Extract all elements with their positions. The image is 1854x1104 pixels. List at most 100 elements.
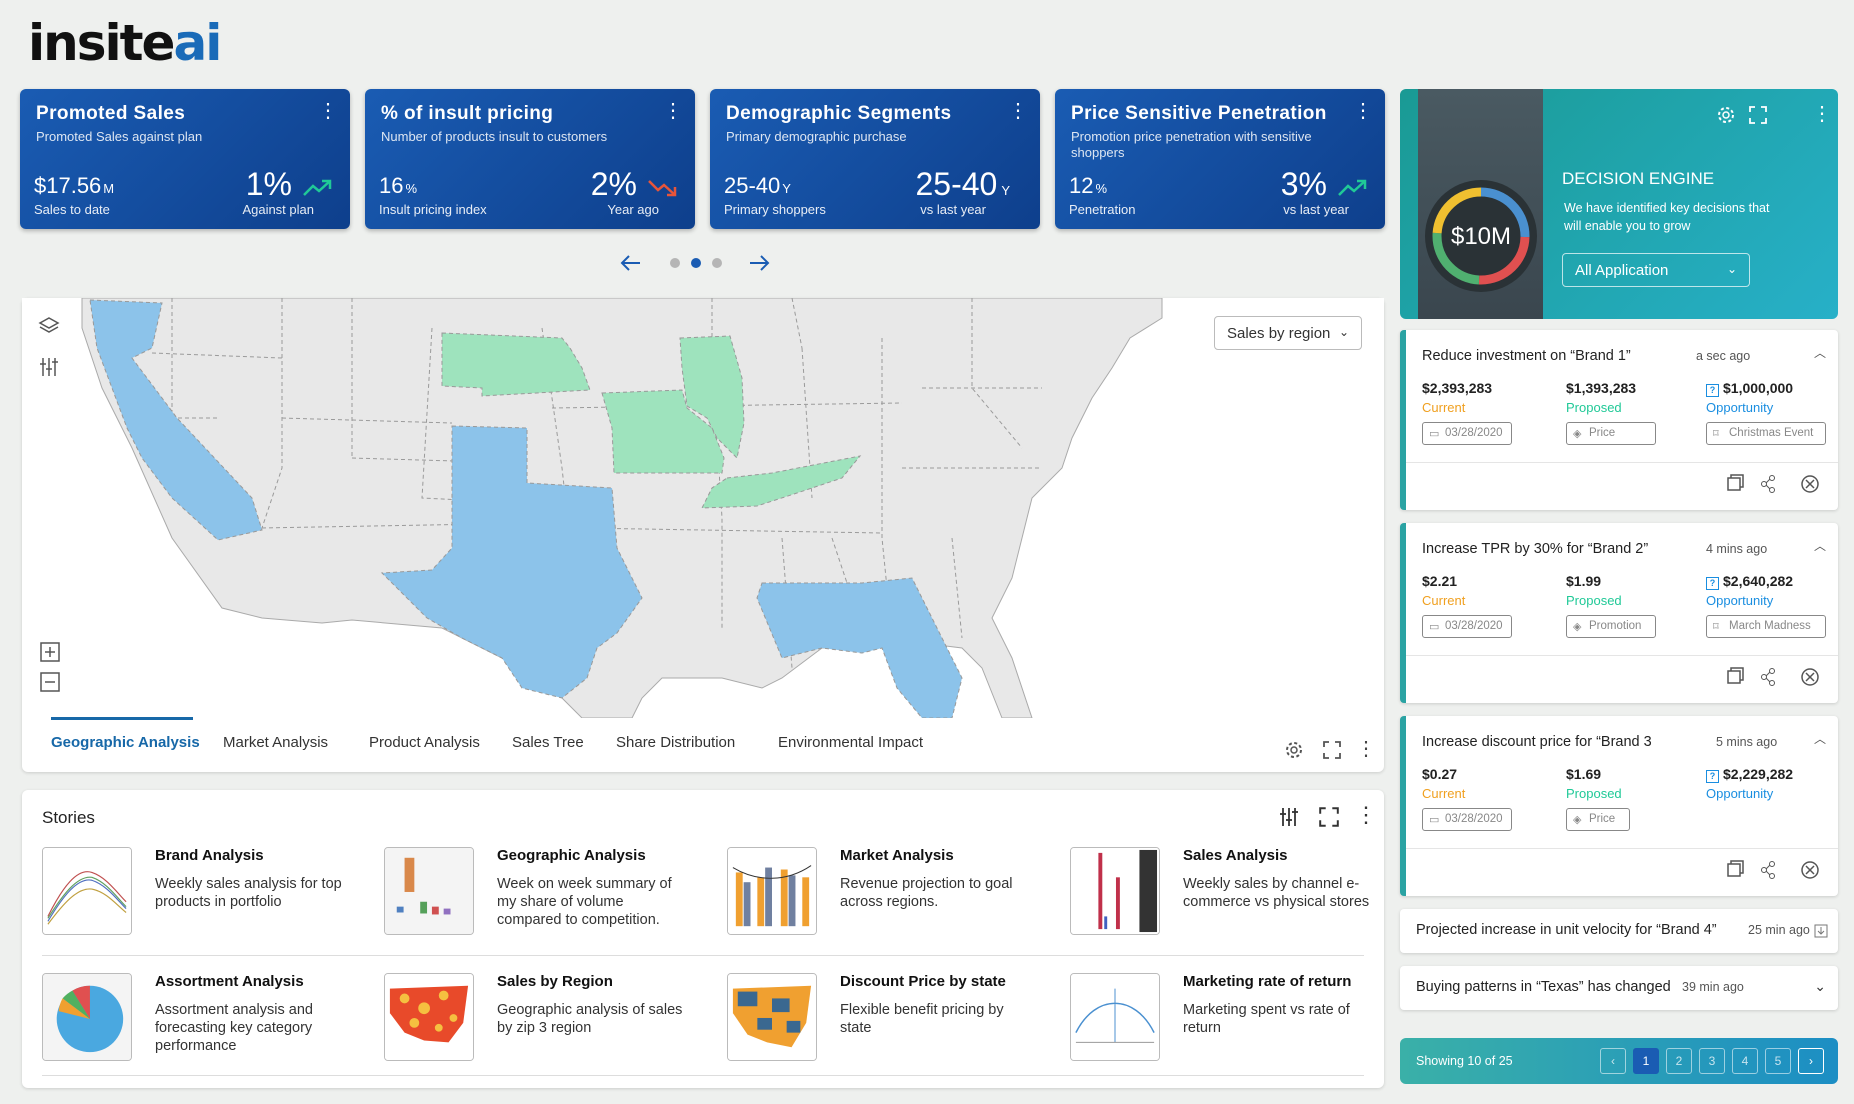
insiteai-logo[interactable]: insiteai <box>28 14 222 72</box>
arrow-right-icon[interactable] <box>750 255 770 271</box>
more-vert-icon[interactable]: ⋮ <box>1353 100 1373 122</box>
story-market-analysis[interactable]: Market Analysis Revenue projection to go… <box>727 847 1057 947</box>
more-vert-icon[interactable]: ⋮ <box>1008 100 1028 122</box>
page-1-button[interactable]: 1 <box>1633 1048 1659 1074</box>
story-discount-price-by-state[interactable]: Discount Price by state Flexible benefit… <box>727 973 1057 1073</box>
tag-chip[interactable]: ◈ Price <box>1566 422 1656 445</box>
prev-page-button[interactable]: ‹ <box>1600 1048 1626 1074</box>
filter-sliders-icon[interactable] <box>1278 806 1300 828</box>
pager-dot-active[interactable] <box>691 258 701 268</box>
state-illinois[interactable] <box>679 335 745 460</box>
more-vert-icon[interactable]: ⋮ <box>1356 738 1376 760</box>
card-divider <box>1406 848 1838 849</box>
decision-card[interactable]: Increase discount price for “Brand 3 5 m… <box>1400 716 1838 896</box>
tab-product-analysis[interactable]: Product Analysis <box>369 734 480 751</box>
tag-chip[interactable]: ◈ Promotion <box>1566 615 1656 638</box>
tab-geographic-analysis[interactable]: Geographic Analysis <box>51 734 200 751</box>
close-circle-icon[interactable] <box>1801 668 1819 686</box>
copy-icon[interactable] <box>1727 667 1744 684</box>
tag-chip[interactable]: ◈ Price <box>1566 808 1630 831</box>
fullscreen-icon[interactable] <box>1748 105 1768 125</box>
state-florida[interactable] <box>756 577 963 718</box>
story-geographic-analysis[interactable]: Geographic Analysis Week on week summary… <box>384 847 714 947</box>
stories-title: Stories <box>42 808 95 827</box>
date-chip[interactable]: ▭ 03/28/2020 <box>1422 615 1512 638</box>
close-circle-icon[interactable] <box>1801 475 1819 493</box>
application-select[interactable]: All Application ⌄ <box>1562 253 1750 287</box>
kpi-card-insult-pricing[interactable]: % of insult pricing Number of products i… <box>365 89 695 229</box>
event-chip[interactable]: ⌑ March Madness <box>1706 615 1826 638</box>
kpi-title: Promoted Sales <box>36 103 186 124</box>
next-page-button[interactable]: › <box>1798 1048 1824 1074</box>
copy-icon[interactable] <box>1727 860 1744 877</box>
share-icon[interactable] <box>1761 861 1775 879</box>
zoom-out-icon[interactable] <box>40 672 60 692</box>
gear-icon[interactable] <box>1284 740 1304 760</box>
tab-environmental-impact[interactable]: Environmental Impact <box>778 734 924 751</box>
story-desc: Week on week summary of my share of volu… <box>497 876 672 928</box>
story-marketing-rate-of-return[interactable]: Marketing rate of return Marketing spent… <box>1070 973 1400 1073</box>
notification-time: 25 min ago <box>1748 923 1810 937</box>
us-map[interactable] <box>22 298 1384 718</box>
tab-sales-tree[interactable]: Sales Tree <box>512 734 584 751</box>
state-tennessee[interactable] <box>701 455 862 509</box>
chevron-up-icon[interactable]: ︿ <box>1813 539 1826 553</box>
story-sales-analysis[interactable]: Sales Analysis Weekly sales by channel e… <box>1070 847 1400 947</box>
page-3-button[interactable]: 3 <box>1699 1048 1725 1074</box>
kpi-card-promoted-sales[interactable]: Promoted Sales Promoted Sales against pl… <box>20 89 350 229</box>
date-chip[interactable]: ▭ 03/28/2020 <box>1422 808 1512 831</box>
story-assortment-analysis[interactable]: Assortment Analysis Assortment analysis … <box>42 973 372 1073</box>
kpi-right-value: 3% <box>1280 166 1327 202</box>
tab-market-analysis[interactable]: Market Analysis <box>223 734 329 751</box>
state-missouri[interactable] <box>601 389 725 474</box>
kpi-right-value: 1% <box>245 166 292 202</box>
kpi-title: % of insult pricing <box>381 103 554 124</box>
chevron-up-icon[interactable]: ︿ <box>1813 732 1826 746</box>
notification-item[interactable]: Buying patterns in “Texas” has changed 3… <box>1400 966 1838 1010</box>
more-vert-icon[interactable]: ⋮ <box>1355 802 1377 827</box>
decision-card[interactable]: Reduce investment on “Brand 1” a sec ago… <box>1400 330 1838 510</box>
state-texas[interactable] <box>380 425 643 699</box>
layers-icon[interactable] <box>38 316 60 338</box>
filter-sliders-icon[interactable] <box>38 356 60 378</box>
page-5-button[interactable]: 5 <box>1765 1048 1791 1074</box>
arrow-left-icon[interactable] <box>620 255 640 271</box>
page-2-button[interactable]: 2 <box>1666 1048 1692 1074</box>
kpi-card-demographic-segments[interactable]: Demographic Segments Primary demographic… <box>710 89 1040 229</box>
tab-share-distribution[interactable]: Share Distribution <box>616 734 736 751</box>
download-icon[interactable] <box>1814 924 1828 938</box>
state-california[interactable] <box>89 299 263 541</box>
event-chip[interactable]: ⌑ Christmas Event <box>1706 422 1826 445</box>
page-4-button[interactable]: 4 <box>1732 1048 1758 1074</box>
story-sales-by-region[interactable]: Sales by Region Geographic analysis of s… <box>384 973 714 1073</box>
chevron-down-icon[interactable]: ⌄ <box>1814 978 1826 994</box>
decision-card[interactable]: Increase TPR by 30% for “Brand 2” 4 mins… <box>1400 523 1838 703</box>
more-vert-icon[interactable]: ⋮ <box>318 100 338 122</box>
more-vert-icon[interactable]: ⋮ <box>663 100 683 122</box>
pager-dot[interactable] <box>712 258 722 268</box>
state-nebraska[interactable] <box>441 332 591 397</box>
story-brand-analysis[interactable]: Brand Analysis Weekly sales analysis for… <box>42 847 372 947</box>
share-icon[interactable] <box>1761 668 1775 686</box>
bookmark-icon: ⌑ <box>1713 428 1719 440</box>
card-proposed-label: Proposed <box>1566 400 1622 415</box>
more-vert-icon[interactable]: ⋮ <box>1812 103 1832 125</box>
gear-icon[interactable] <box>1716 105 1736 125</box>
fullscreen-icon[interactable] <box>1318 806 1340 828</box>
card-proposed-value: $1,393,283 <box>1566 380 1637 396</box>
trend-down-icon <box>648 180 677 197</box>
stories-divider <box>42 955 1364 956</box>
chevron-up-icon[interactable]: ︿ <box>1813 346 1826 360</box>
date-chip[interactable]: ▭ 03/28/2020 <box>1422 422 1512 445</box>
kpi-pager <box>620 255 770 271</box>
sales-by-region-select[interactable]: Sales by region ⌄ <box>1214 316 1362 350</box>
kpi-card-price-sensitive-penetration[interactable]: Price Sensitive Penetration Promotion pr… <box>1055 89 1385 229</box>
pager-dot[interactable] <box>670 258 680 268</box>
notification-item[interactable]: Projected increase in unit velocity for … <box>1400 909 1838 953</box>
close-circle-icon[interactable] <box>1801 861 1819 879</box>
zoom-in-icon[interactable] <box>40 642 60 662</box>
fullscreen-icon[interactable] <box>1322 740 1342 760</box>
copy-icon[interactable] <box>1727 474 1744 491</box>
share-icon[interactable] <box>1761 475 1775 493</box>
card-opportunity-label: Opportunity <box>1706 786 1774 801</box>
